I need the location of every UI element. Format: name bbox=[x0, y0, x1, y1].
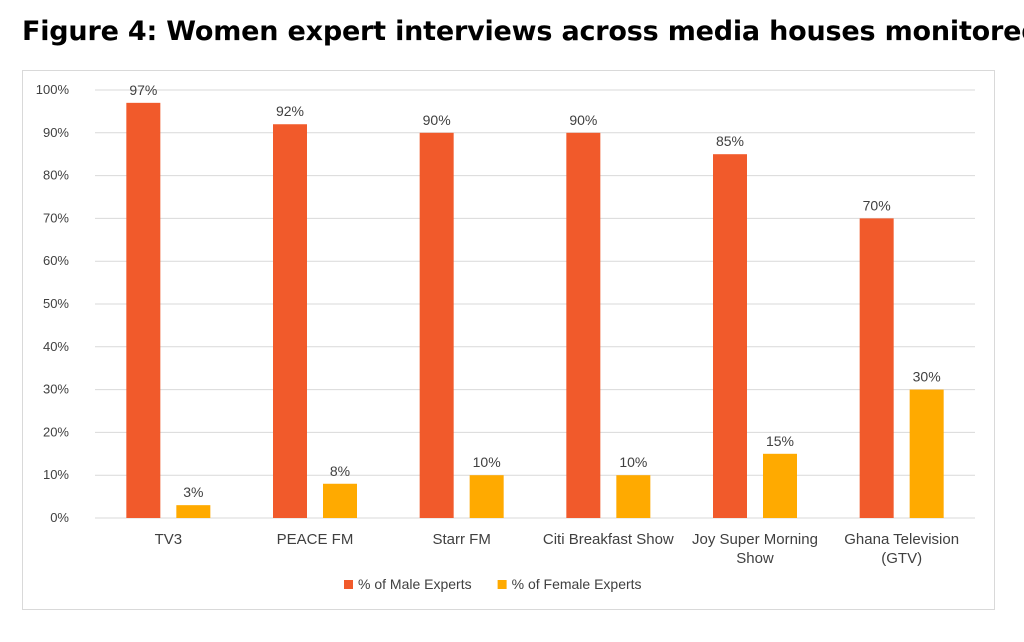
x-tick-label: Starr FM bbox=[432, 531, 490, 548]
y-tick-label: 80% bbox=[43, 168, 69, 183]
data-label: 8% bbox=[330, 463, 350, 479]
legend-swatch bbox=[497, 580, 507, 589]
data-label: 10% bbox=[473, 454, 501, 470]
data-label: 90% bbox=[569, 112, 597, 128]
legend-label: % of Female Experts bbox=[512, 576, 642, 592]
data-label: 10% bbox=[619, 454, 647, 470]
x-tick-label: Ghana Television (GTV) bbox=[844, 531, 959, 567]
y-tick-label: 10% bbox=[43, 467, 69, 482]
bar bbox=[859, 218, 894, 518]
x-tick-label-line: Citi Breakfast Show bbox=[543, 531, 674, 548]
x-tick-label-line: PEACE FM bbox=[277, 531, 354, 548]
legend: % of Male Experts % of Female Experts bbox=[344, 576, 642, 592]
bar bbox=[909, 389, 944, 518]
y-tick-label: 70% bbox=[43, 210, 69, 225]
data-label: 3% bbox=[183, 484, 203, 500]
x-tick-label: TV3 bbox=[155, 531, 183, 548]
data-label: 97% bbox=[129, 82, 157, 98]
x-tick-label: Citi Breakfast Show bbox=[543, 531, 674, 548]
bar bbox=[176, 505, 211, 518]
data-label: 70% bbox=[863, 197, 891, 213]
y-tick-label: 50% bbox=[43, 296, 69, 311]
bar bbox=[273, 124, 307, 519]
data-label: 15% bbox=[766, 433, 794, 449]
y-tick-label: 90% bbox=[43, 125, 69, 140]
data-labels: 97% 92% 90% 90% 85% 70% 3% 8% 10% 10% 15% 30% bbox=[129, 82, 940, 500]
gridlines bbox=[95, 89, 975, 519]
x-tick-label: Joy Super Morning Show bbox=[692, 531, 818, 567]
bar bbox=[469, 475, 504, 518]
bars bbox=[126, 102, 944, 519]
bar bbox=[323, 483, 357, 518]
x-tick-label-line: Starr FM bbox=[432, 531, 490, 548]
figure-title: Figure 4: Women expert interviews across… bbox=[22, 16, 1024, 47]
y-axis: 0% 10% 20% 30% 40% 50% 60% 70% 80% 90% 100% bbox=[36, 82, 70, 525]
x-tick-label: PEACE FM bbox=[277, 531, 354, 548]
data-label: 92% bbox=[276, 103, 304, 119]
x-tick-label-line: Show bbox=[736, 550, 774, 567]
y-tick-label: 40% bbox=[43, 339, 69, 354]
y-tick-label: 20% bbox=[43, 424, 69, 439]
x-axis: TV3 PEACE FM Starr FM Citi Breakfast Show Jo… bbox=[155, 531, 959, 567]
bar bbox=[566, 132, 601, 519]
y-tick-label: 60% bbox=[43, 253, 69, 268]
bar bbox=[763, 453, 797, 518]
bar bbox=[616, 475, 651, 518]
legend-swatch bbox=[344, 580, 353, 589]
bar bbox=[713, 154, 747, 518]
legend-label: % of Male Experts bbox=[358, 576, 472, 592]
y-tick-label: 100% bbox=[36, 82, 70, 97]
data-label: 30% bbox=[913, 369, 941, 385]
x-tick-label-line: (GTV) bbox=[881, 550, 922, 567]
chart-frame bbox=[22, 70, 995, 610]
x-tick-label-line: TV3 bbox=[155, 531, 183, 548]
x-tick-label-line: Ghana Television bbox=[844, 531, 959, 548]
bar bbox=[419, 132, 454, 519]
y-tick-label: 0% bbox=[50, 510, 69, 525]
bar bbox=[126, 102, 161, 518]
data-label: 85% bbox=[716, 133, 744, 149]
data-label: 90% bbox=[423, 112, 451, 128]
y-tick-label: 30% bbox=[43, 382, 69, 397]
x-tick-label-line: Joy Super Morning bbox=[692, 531, 818, 548]
